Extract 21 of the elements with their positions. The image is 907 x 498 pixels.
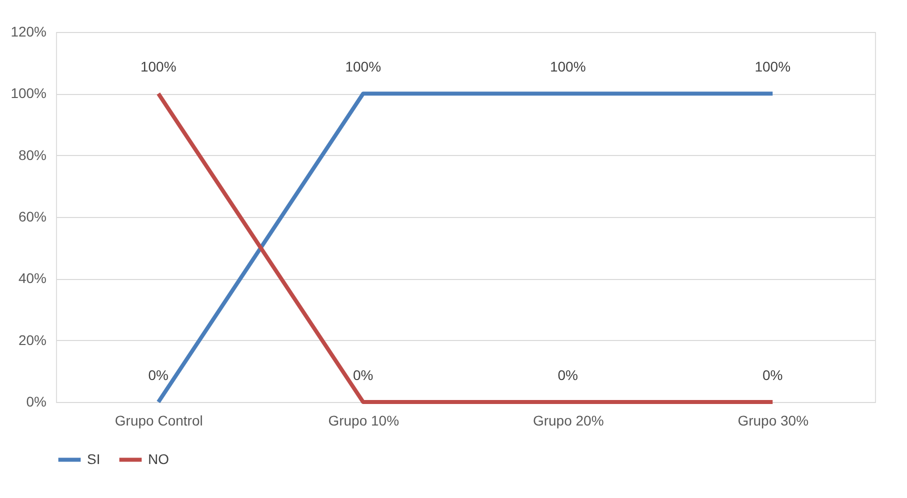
data-label: 0% [148,367,168,383]
y-tick-label: 100% [10,85,46,102]
y-tick-label: 60% [18,208,46,224]
data-label: 0% [762,367,783,383]
y-tick-label: 40% [18,270,46,286]
data-label: 0% [558,367,578,383]
y-tick-label: 120% [10,24,46,40]
y-tick-label: 0% [26,394,46,410]
legend-label: NO [148,450,170,467]
data-label: 100% [754,58,791,75]
data-label: 100% [345,58,382,75]
x-tick-label: Grupo 20% [532,412,604,428]
y-tick-label: 20% [18,332,46,348]
data-label: 0% [353,367,374,383]
legend-label: SI [87,450,100,467]
x-tick-label: Grupo Control [114,412,203,428]
x-tick-label: Grupo 30% [738,412,809,428]
x-tick-label: Grupo 10% [328,412,400,428]
y-tick-label: 80% [18,146,46,163]
data-label: 100% [140,58,176,75]
data-label: 100% [550,58,586,75]
